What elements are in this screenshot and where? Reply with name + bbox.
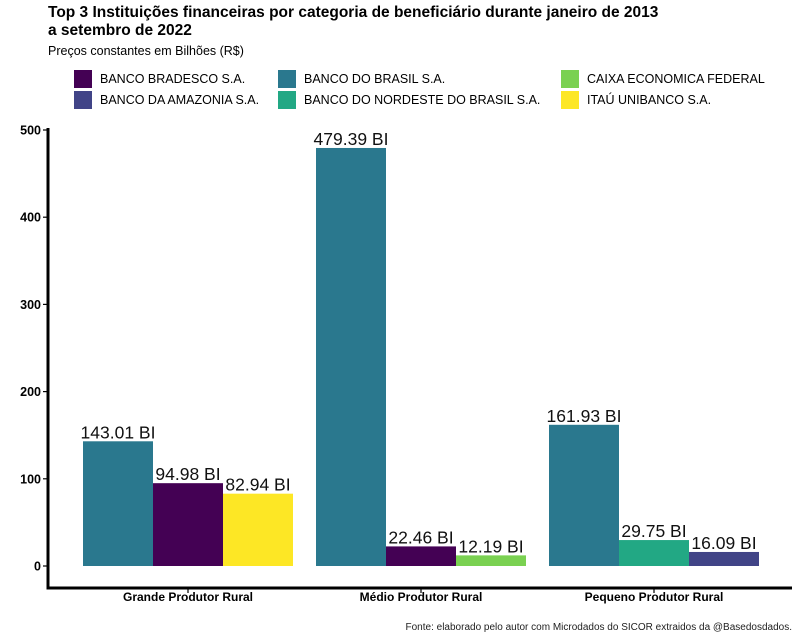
legend-swatch [561, 91, 579, 109]
bar [386, 546, 456, 566]
legend-label: BANCO DA AMAZONIA S.A. [100, 93, 260, 107]
bar-value-label: 479.39 BI [314, 129, 389, 149]
bar-value-label: 94.98 BI [155, 464, 220, 484]
legend-item: BANCO BRADESCO S.A. [74, 70, 245, 88]
legend-item: CAIXA ECONOMICA FEDERAL [561, 70, 765, 88]
legend-swatch [278, 70, 296, 88]
chart-title: Top 3 Instituições financeiras por categ… [48, 4, 659, 39]
bar-value-label: 143.01 BI [81, 422, 156, 442]
bar-value-label: 16.09 BI [691, 533, 756, 553]
x-tick-label: Pequeno Produtor Rural [585, 590, 724, 604]
legend-item: ITAÚ UNIBANCO S.A. [561, 91, 711, 109]
bar [223, 493, 293, 566]
legend-item: BANCO DO BRASIL S.A. [278, 70, 445, 88]
y-tick-label: 0 [34, 560, 41, 574]
y-tick-label: 300 [20, 298, 41, 312]
chart-caption: Fonte: elaborado pelo autor com Microdad… [405, 622, 792, 633]
bar-value-label: 82.94 BI [225, 475, 290, 495]
x-tick-label: Grande Produtor Rural [123, 590, 253, 604]
y-tick-label: 200 [20, 385, 41, 399]
bar [153, 483, 223, 566]
y-tick-label: 500 [20, 124, 41, 138]
legend-label: BANCO DO BRASIL S.A. [304, 72, 446, 86]
legend-swatch [561, 70, 579, 88]
legend-item: BANCO DA AMAZONIA S.A. [74, 91, 259, 109]
legend-label: BANCO BRADESCO S.A. [100, 72, 246, 86]
bar-value-label: 29.75 BI [621, 521, 686, 541]
legend-swatch [74, 91, 92, 109]
bar [689, 551, 759, 566]
chart-legend: BANCO BRADESCO S.A. BANCO DA AMAZONIA S.A… [74, 70, 794, 110]
legend-label: BANCO DO NORDESTE DO BRASIL S.A. [304, 93, 541, 107]
bar-value-label: 22.46 BI [388, 527, 453, 547]
bar-value-label: 161.93 BI [547, 406, 622, 426]
legend-item: BANCO DO NORDESTE DO BRASIL S.A. [278, 91, 540, 109]
legend-swatch [278, 91, 296, 109]
bar [619, 540, 689, 566]
bar-value-label: 12.19 BI [458, 536, 523, 556]
bar [316, 147, 386, 566]
bar [549, 424, 619, 566]
y-tick-label: 400 [20, 211, 41, 225]
bar [456, 555, 526, 566]
x-tick-label: Médio Produtor Rural [360, 590, 483, 604]
legend-label: CAIXA ECONOMICA FEDERAL [587, 72, 765, 86]
chart-subtitle: Preços constantes em Bilhões (R$) [48, 44, 244, 58]
legend-label: ITAÚ UNIBANCO S.A. [587, 93, 712, 107]
y-tick-label: 100 [20, 472, 41, 486]
bar [83, 441, 153, 566]
legend-swatch [74, 70, 92, 88]
